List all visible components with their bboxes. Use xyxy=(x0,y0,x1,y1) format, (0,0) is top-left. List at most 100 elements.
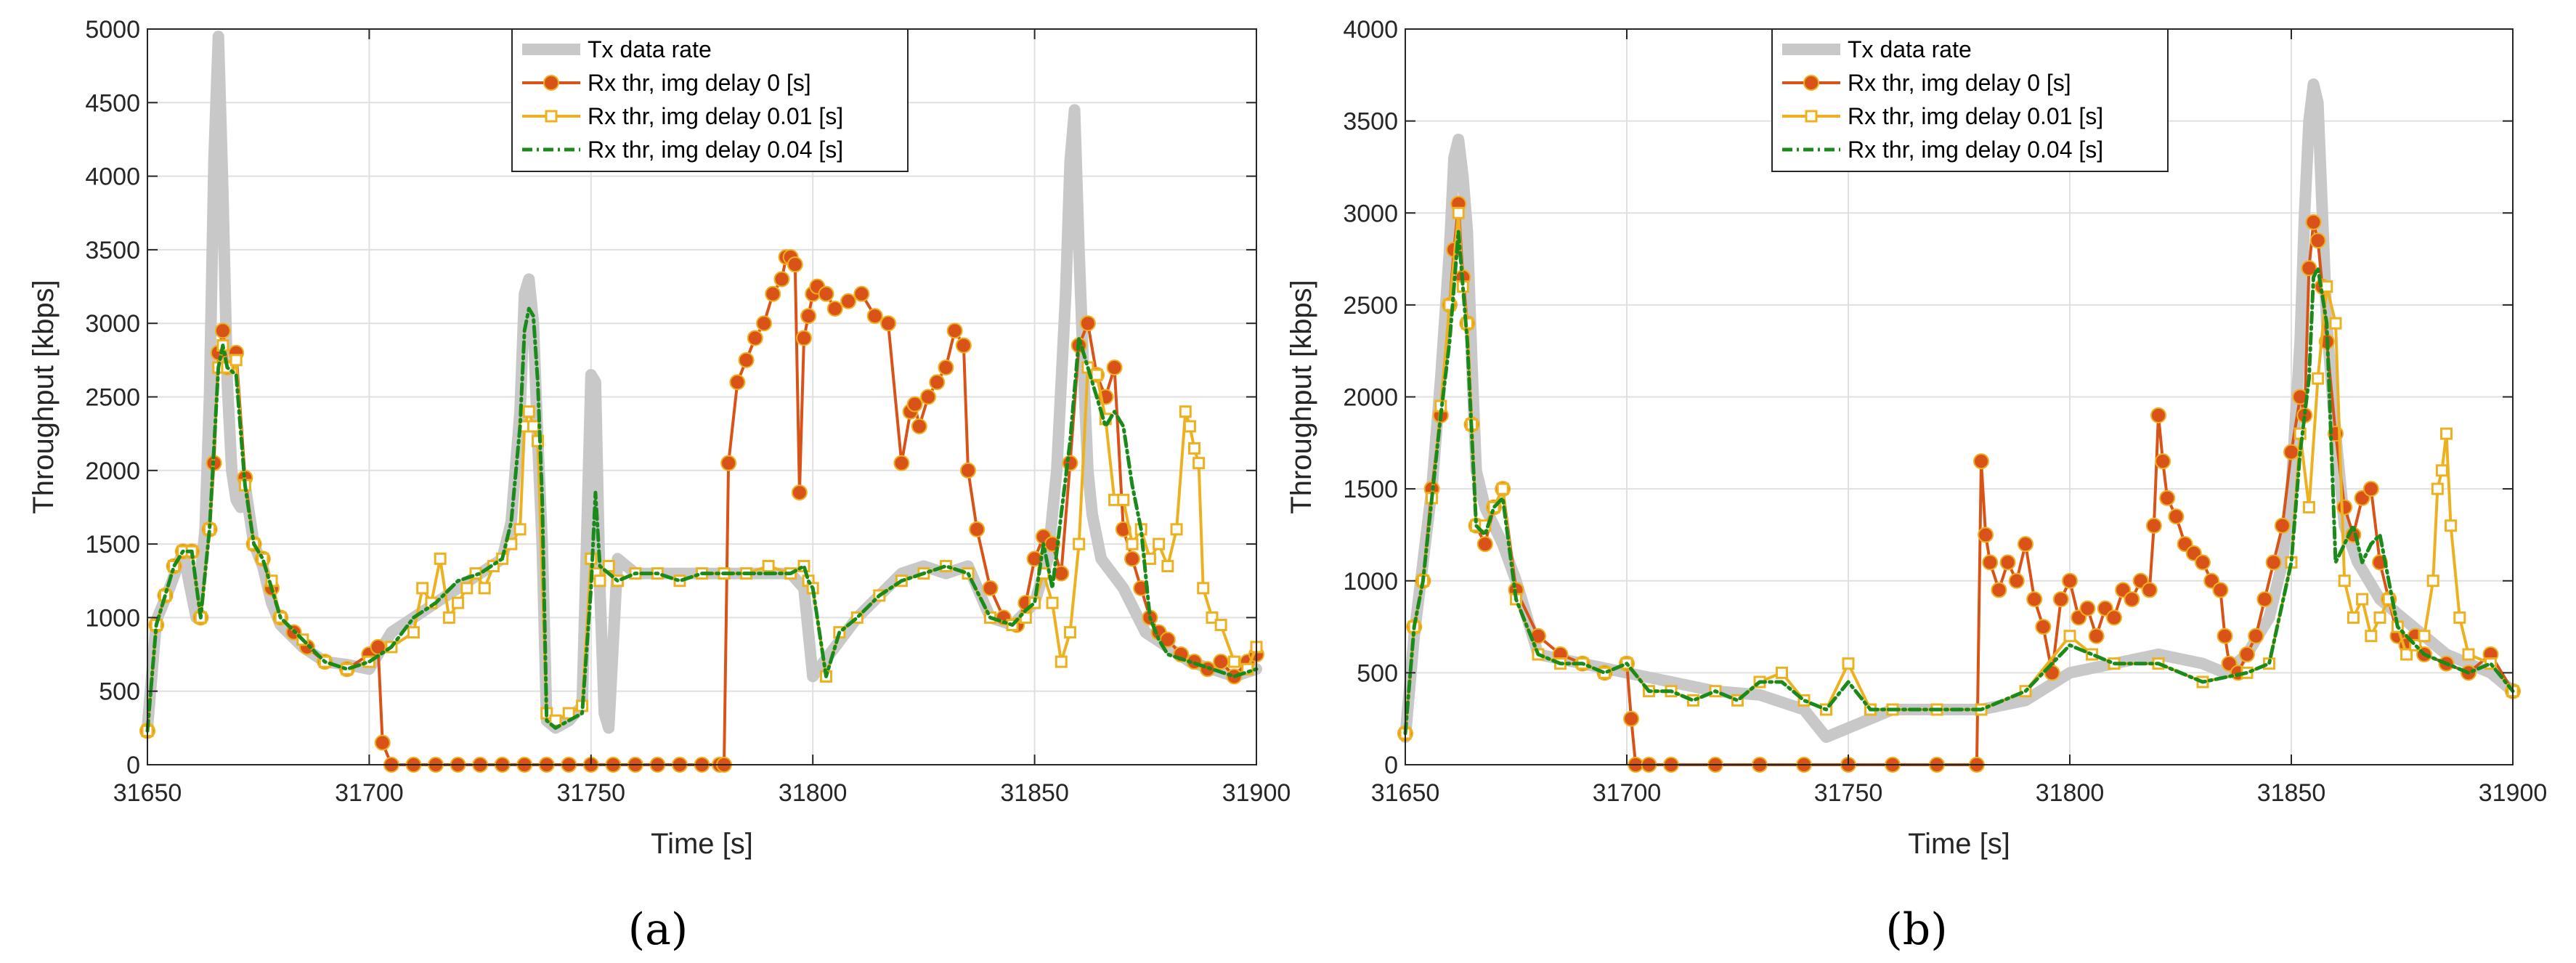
data-point xyxy=(2426,574,2439,588)
y-tick-label: 4500 xyxy=(85,89,140,117)
data-point xyxy=(2302,500,2315,513)
data-point xyxy=(2026,591,2043,608)
data-point xyxy=(460,582,474,595)
data-point xyxy=(478,582,491,595)
data-point xyxy=(1214,619,1227,632)
data-point xyxy=(765,285,781,302)
x-tick-label: 31800 xyxy=(779,779,848,807)
data-point xyxy=(1187,442,1200,455)
data-point xyxy=(1842,657,1855,670)
data-point xyxy=(2008,572,2025,589)
data-point xyxy=(1496,482,1509,495)
x-tick-label: 31900 xyxy=(1222,779,1291,807)
data-point xyxy=(1197,582,1210,595)
data-point xyxy=(2418,630,2431,643)
data-point xyxy=(2362,481,2379,497)
data-point xyxy=(1161,559,1174,572)
data-point xyxy=(1079,315,1096,332)
data-point xyxy=(1213,654,1230,670)
data-point xyxy=(1206,611,1219,624)
x-tick-label: 31850 xyxy=(2257,779,2326,807)
data-point xyxy=(2155,453,2171,470)
y-tick-label: 500 xyxy=(1357,659,1398,687)
data-point xyxy=(2217,627,2233,644)
data-point xyxy=(2248,627,2264,644)
chart-panel-a: 0 500 1000 1500 2000 2500 3000 3500 4000 4500 5000… xyxy=(28,16,1291,955)
legend-marker-1 xyxy=(1803,75,1819,91)
y-tick-label: 3500 xyxy=(85,237,140,264)
data-point xyxy=(762,559,775,572)
data-point xyxy=(791,484,808,501)
legend-marker-1 xyxy=(543,75,559,91)
data-point xyxy=(1623,710,1640,727)
data-point xyxy=(920,389,937,405)
data-point xyxy=(2150,407,2166,423)
x-tick-label: 31700 xyxy=(1593,779,1662,807)
data-point xyxy=(853,285,870,302)
data-point xyxy=(1227,655,1240,668)
data-point xyxy=(2063,630,2076,643)
data-point xyxy=(818,285,834,302)
data-point xyxy=(513,523,527,536)
data-point xyxy=(946,322,963,339)
ticks: 0 500 1000 1500 2000 2500 3000 3500 4000 4500 5000… xyxy=(85,16,1291,807)
data-point xyxy=(911,418,927,435)
y-tick-label: 4000 xyxy=(85,163,140,191)
data-point xyxy=(1452,206,1465,219)
y-axis-label: Throughput [kbps] xyxy=(1285,280,1317,513)
data-point xyxy=(407,626,420,639)
ticks: 0 500 1000 1500 2000 2500 3000 3500 4000 31650 317… xyxy=(1343,16,2547,807)
data-point xyxy=(1090,368,1103,381)
data-point xyxy=(1982,554,1999,571)
y-tick-label: 2000 xyxy=(1343,384,1398,412)
x-tick-label: 31750 xyxy=(1814,779,1883,807)
data-point xyxy=(442,611,455,624)
panel-caption: (a) xyxy=(628,904,688,955)
x-tick-label: 31650 xyxy=(113,779,182,807)
data-point xyxy=(2440,427,2453,440)
data-point xyxy=(720,455,737,471)
data-point xyxy=(2141,582,2158,598)
data-point xyxy=(893,455,910,471)
y-tick-label: 2000 xyxy=(85,458,140,485)
data-point xyxy=(969,521,986,537)
y-tick-label: 1000 xyxy=(1343,568,1398,596)
data-point xyxy=(229,354,243,367)
chart-panel-b: 0 500 1000 1500 2000 2500 3000 3500 4000 31650 317… xyxy=(1285,16,2547,955)
series-line-3 xyxy=(1403,229,2515,736)
data-point xyxy=(982,580,999,596)
data-point xyxy=(2435,464,2448,477)
data-point xyxy=(2274,517,2291,534)
data-point xyxy=(1124,550,1140,567)
y-tick-label: 3500 xyxy=(1343,108,1398,136)
x-tick-label: 31900 xyxy=(2479,779,2548,807)
data-point xyxy=(2145,517,2162,534)
data-point xyxy=(2453,611,2466,624)
data-point xyxy=(434,552,447,565)
x-tick-label: 31650 xyxy=(1371,779,1440,807)
x-tick-label: 31850 xyxy=(1000,779,1069,807)
data-point xyxy=(1476,536,1493,553)
data-point xyxy=(2462,648,2475,661)
data-point xyxy=(1046,596,1059,609)
data-point xyxy=(416,582,429,595)
data-point xyxy=(2035,619,2052,635)
data-point xyxy=(880,315,897,332)
data-point xyxy=(527,420,540,433)
data-point xyxy=(955,337,972,354)
data-point xyxy=(1055,655,1068,668)
data-point xyxy=(2400,648,2413,661)
data-point xyxy=(738,352,755,368)
legend-label-2: Rx thr, img delay 0.01 [s] xyxy=(588,103,843,129)
panel-caption: (b) xyxy=(1885,904,1947,955)
data-point xyxy=(374,734,391,751)
data-point xyxy=(959,462,976,479)
data-point xyxy=(1159,631,1176,648)
x-tick-label: 31800 xyxy=(2036,779,2105,807)
data-point xyxy=(2329,317,2342,330)
legend-marker-2 xyxy=(1805,110,1818,123)
legend-marker-2 xyxy=(545,110,558,123)
data-point xyxy=(747,330,763,346)
data-point xyxy=(2124,591,2140,608)
